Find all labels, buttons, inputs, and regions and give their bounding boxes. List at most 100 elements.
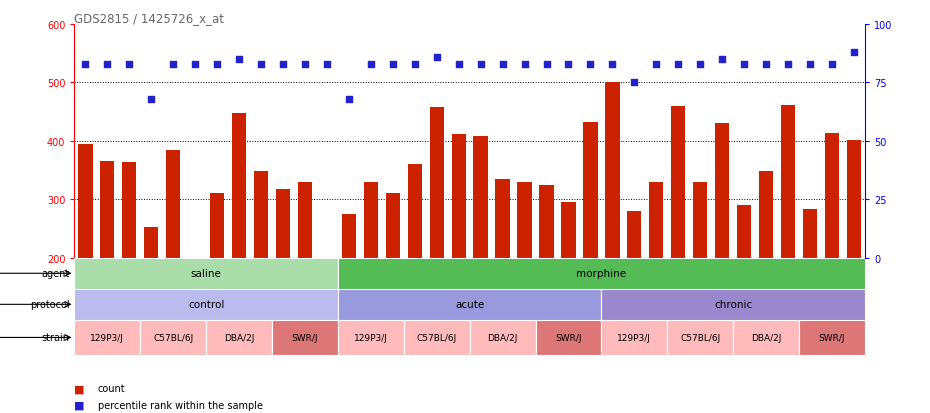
Point <box>385 61 400 68</box>
Point <box>430 54 445 61</box>
Text: chronic: chronic <box>714 299 752 310</box>
Bar <box>338 320 404 355</box>
Text: strain: strain <box>42 332 70 343</box>
Bar <box>583 123 598 258</box>
Text: ■: ■ <box>74 383 85 393</box>
Bar <box>781 105 795 258</box>
Bar <box>536 320 602 355</box>
Text: DBA/2J: DBA/2J <box>224 333 254 342</box>
Text: acute: acute <box>455 299 485 310</box>
Text: morphine: morphine <box>577 268 627 279</box>
Point <box>825 61 840 68</box>
Bar <box>799 320 865 355</box>
Point <box>495 61 510 68</box>
Text: percentile rank within the sample: percentile rank within the sample <box>98 400 262 410</box>
Text: ■: ■ <box>74 400 85 410</box>
Bar <box>404 320 470 355</box>
Bar <box>232 114 246 258</box>
Text: count: count <box>98 383 126 393</box>
Bar <box>602 289 865 320</box>
Text: C57BL/6J: C57BL/6J <box>680 333 721 342</box>
Bar <box>847 141 861 258</box>
Point <box>320 61 335 68</box>
Bar <box>430 108 444 258</box>
Point <box>100 61 114 68</box>
Point <box>803 61 817 68</box>
Bar <box>254 172 268 258</box>
Point <box>144 96 159 103</box>
Bar <box>100 162 114 258</box>
Text: 129P3/J: 129P3/J <box>618 333 651 342</box>
Text: SWR/J: SWR/J <box>555 333 581 342</box>
Bar <box>733 320 799 355</box>
Bar <box>74 320 140 355</box>
Bar <box>74 258 338 289</box>
Point <box>649 61 664 68</box>
Bar <box>473 136 487 258</box>
Bar <box>602 320 668 355</box>
Bar <box>206 320 272 355</box>
Bar <box>122 163 137 258</box>
Bar <box>210 194 224 258</box>
Bar <box>671 107 685 258</box>
Text: 129P3/J: 129P3/J <box>354 333 388 342</box>
Point <box>604 61 619 68</box>
Point <box>671 61 685 68</box>
Point <box>254 61 269 68</box>
Bar <box>276 189 290 258</box>
Bar <box>693 182 708 258</box>
Point <box>539 61 554 68</box>
Bar <box>341 214 356 258</box>
Point <box>561 61 576 68</box>
Point <box>298 61 312 68</box>
Point <box>759 61 774 68</box>
Bar <box>144 228 158 258</box>
Bar <box>298 182 312 258</box>
Point <box>78 61 93 68</box>
Bar <box>74 289 338 320</box>
Bar <box>338 289 602 320</box>
Point <box>583 61 598 68</box>
Bar <box>407 165 422 258</box>
Point <box>693 61 708 68</box>
Text: agent: agent <box>42 268 70 279</box>
Bar <box>517 182 532 258</box>
Bar <box>759 172 773 258</box>
Point <box>275 61 290 68</box>
Text: C57BL/6J: C57BL/6J <box>153 333 193 342</box>
Bar <box>825 134 839 258</box>
Point <box>122 61 137 68</box>
Bar <box>803 210 817 258</box>
Bar <box>470 320 536 355</box>
Bar <box>627 211 642 258</box>
Bar <box>272 320 338 355</box>
Text: protocol: protocol <box>30 299 70 310</box>
Point <box>517 61 532 68</box>
Point <box>407 61 422 68</box>
Point <box>188 61 203 68</box>
Bar <box>562 203 576 258</box>
Point <box>451 61 466 68</box>
Point <box>166 61 180 68</box>
Point <box>715 57 730 63</box>
Bar <box>386 193 400 258</box>
Text: 129P3/J: 129P3/J <box>90 333 125 342</box>
Bar <box>364 182 378 258</box>
Point <box>341 96 356 103</box>
Point <box>627 80 642 86</box>
Point <box>780 61 795 68</box>
Text: DBA/2J: DBA/2J <box>487 333 518 342</box>
Bar <box>78 145 92 258</box>
Point <box>737 61 751 68</box>
Text: GDS2815 / 1425726_x_at: GDS2815 / 1425726_x_at <box>74 12 224 25</box>
Point <box>846 50 861 56</box>
Point <box>364 61 379 68</box>
Bar <box>715 124 729 258</box>
Text: DBA/2J: DBA/2J <box>751 333 781 342</box>
Bar <box>539 185 553 258</box>
Point <box>209 61 224 68</box>
Text: SWR/J: SWR/J <box>818 333 845 342</box>
Point <box>473 61 488 68</box>
Point <box>232 57 246 63</box>
Bar <box>338 258 865 289</box>
